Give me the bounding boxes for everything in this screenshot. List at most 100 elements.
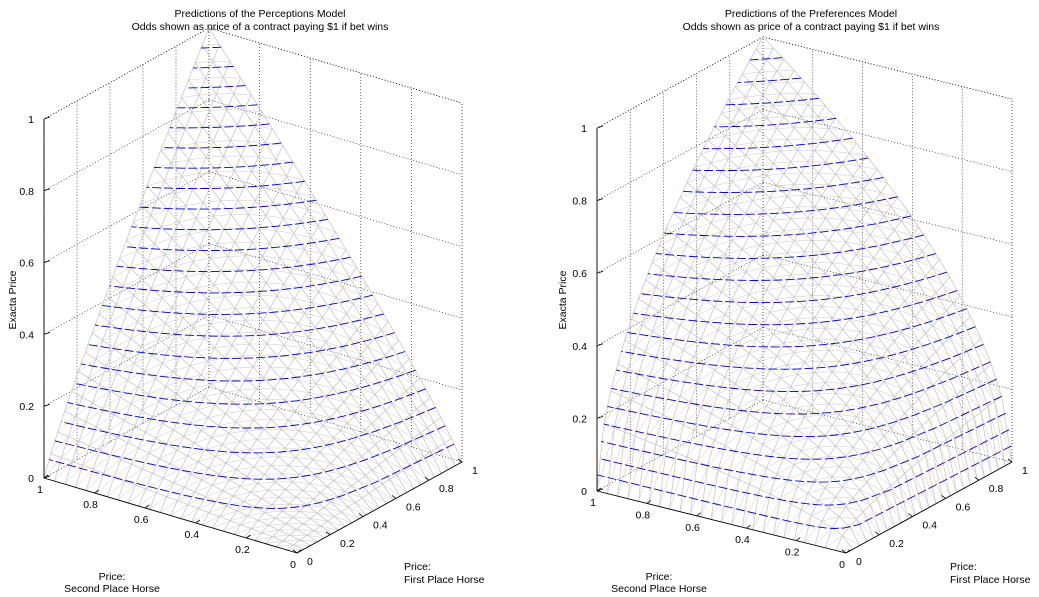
mesh-line <box>624 262 971 341</box>
perceptions-model-panel: Predictions of the Perceptions Model Odd… <box>7 8 485 595</box>
axes <box>43 116 463 554</box>
contour-line <box>640 271 948 304</box>
mesh-line <box>105 255 368 296</box>
y-axis-label-line1: Price: <box>404 561 431 573</box>
mesh-line <box>700 138 857 155</box>
grid-line <box>208 99 463 176</box>
z-tick-label: 0.6 <box>19 258 34 270</box>
mesh-line <box>106 128 273 497</box>
y-tick-label: 0.4 <box>922 520 937 532</box>
y-axis-label-line2: First Place Horse <box>950 574 1031 586</box>
mesh-line <box>180 489 373 519</box>
surface-mesh <box>43 27 463 554</box>
mesh-line <box>286 548 304 551</box>
mesh-line <box>679 197 930 508</box>
mesh-line <box>607 317 1006 494</box>
mesh-line <box>107 429 421 497</box>
y-tick <box>391 495 397 499</box>
contour-line <box>725 97 819 106</box>
mesh-line <box>127 162 294 504</box>
grid-line <box>762 36 1013 100</box>
contour-line <box>633 290 958 326</box>
x-tick-label: 0 <box>839 559 845 571</box>
grid-line <box>762 181 1013 245</box>
mesh-line <box>167 132 422 485</box>
x-tick-label: 0.6 <box>134 514 149 526</box>
grid-line <box>208 27 463 104</box>
grid-line <box>762 399 1013 463</box>
y-tick <box>908 513 913 517</box>
mesh-line <box>603 295 1002 425</box>
mesh-line <box>707 127 847 141</box>
mesh-line <box>735 81 805 88</box>
x-tick-label: 0.6 <box>685 522 700 534</box>
x-tick-label: 0.4 <box>735 534 750 546</box>
contour-line <box>673 196 898 215</box>
contour-line <box>161 142 282 149</box>
z-tick-label: 0.4 <box>19 329 34 341</box>
mesh-line <box>793 295 961 541</box>
mesh-line <box>153 155 294 169</box>
mesh-line <box>202 44 220 46</box>
mesh-line <box>686 161 878 183</box>
contour-line <box>750 57 783 61</box>
mesh-line <box>783 496 888 538</box>
mesh-line <box>742 456 916 528</box>
mesh-line <box>201 45 456 466</box>
x-tick-label: 0.8 <box>635 509 650 521</box>
contour-line <box>154 161 294 169</box>
chart-subtitle: Odds shown as price of a contract paying… <box>132 21 389 33</box>
mesh-line <box>825 535 860 549</box>
mesh-line <box>191 496 366 523</box>
y-tick <box>292 549 298 554</box>
contour-line <box>177 104 258 109</box>
mesh-line <box>75 77 241 488</box>
y-tick <box>358 513 364 517</box>
y-axis-label-line2: First Place Horse <box>404 574 485 586</box>
y-tick <box>325 531 331 536</box>
mesh-line <box>43 366 463 479</box>
z-tick <box>43 403 51 407</box>
x-tick-label: 0 <box>290 559 296 571</box>
contour-line <box>655 234 924 259</box>
x-axis-label-line1: Price: <box>99 571 126 583</box>
mesh-line <box>223 517 346 532</box>
x-tick <box>195 519 201 524</box>
z-tick-label: 0.6 <box>572 268 587 280</box>
z-tick <box>596 343 604 347</box>
z-axis-label: Exacta Price <box>557 270 569 329</box>
mesh-line <box>119 228 347 259</box>
z-tick <box>596 270 604 274</box>
z-axis-label: Exacta Price <box>7 270 19 329</box>
preferences-model-panel: Predictions of the Preferences Model Odd… <box>557 8 1031 595</box>
y-tick <box>1007 458 1013 463</box>
y-tick-label: 0.8 <box>439 483 454 495</box>
grid-line <box>596 327 764 419</box>
chart-title: Predictions of the Preferences Model <box>725 8 897 20</box>
mesh-line <box>707 139 958 493</box>
y-tick <box>941 495 946 499</box>
mesh-line <box>679 393 957 512</box>
mesh-line <box>149 465 394 510</box>
mesh-line <box>254 534 325 541</box>
mesh-line <box>71 319 420 392</box>
contour-line <box>598 429 1010 506</box>
y-tick-label: 0.4 <box>373 520 388 532</box>
mesh-line <box>112 242 357 278</box>
mesh-line <box>659 206 919 246</box>
contour-line <box>169 123 270 129</box>
mesh-line <box>755 48 1006 466</box>
contour-line <box>607 378 997 438</box>
contour-line <box>597 445 1012 529</box>
mesh-line <box>43 27 210 479</box>
mesh-line <box>244 529 332 538</box>
y-tick-label: 1 <box>1022 465 1028 477</box>
x-tick <box>746 524 751 529</box>
contour-line <box>185 85 246 89</box>
mesh-line <box>638 349 985 502</box>
mesh-line <box>212 510 353 529</box>
contour-line <box>603 395 1002 460</box>
mesh-line <box>793 506 881 541</box>
